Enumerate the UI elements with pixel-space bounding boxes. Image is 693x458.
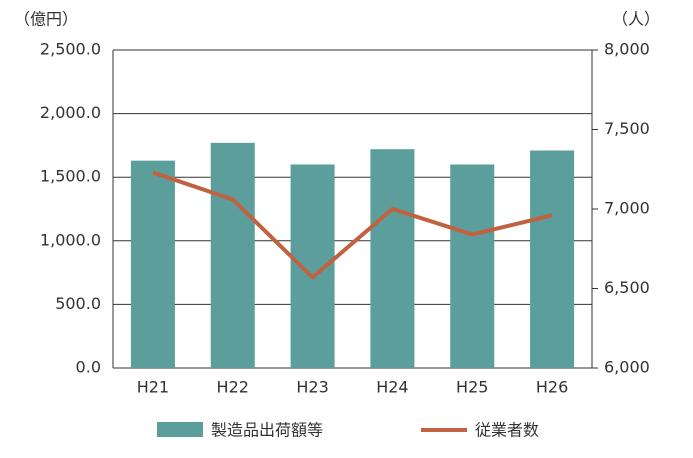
- bar: [130, 160, 175, 368]
- y-tick-label: 0.0: [76, 358, 101, 377]
- y-tick-label: 500.0: [55, 294, 101, 313]
- x-tick-label: H24: [376, 378, 408, 397]
- x-tick-label: H21: [137, 378, 169, 397]
- legend-label: 製造品出荷額等: [211, 421, 323, 440]
- y2-tick-label: 7,500: [604, 119, 650, 138]
- y-unit: （億円）: [14, 10, 78, 29]
- y-tick-label: 2,500.0: [40, 40, 101, 59]
- x-tick-label: H22: [217, 378, 249, 397]
- legend-label: 従業者数: [475, 421, 539, 440]
- x-tick-label: H23: [296, 378, 328, 397]
- y2-tick-label: 8,000: [604, 40, 650, 59]
- y2-tick-label: 6,500: [604, 278, 650, 297]
- legend-swatch: [157, 422, 203, 437]
- x-tick-label: H26: [536, 378, 568, 397]
- bar: [450, 164, 495, 368]
- y-tick-label: 1,500.0: [40, 167, 101, 186]
- y-tick-label: 1,000.0: [40, 230, 101, 249]
- y2-tick-label: 6,000: [604, 358, 650, 377]
- x-tick-label: H25: [456, 378, 488, 397]
- y2-unit: （人）: [612, 10, 660, 29]
- line: [152, 170, 553, 280]
- bar: [210, 142, 255, 368]
- bar: [370, 149, 415, 368]
- y-tick-label: 2,000.0: [40, 103, 101, 122]
- y2-tick-label: 7,000: [604, 199, 650, 218]
- bar: [530, 150, 575, 368]
